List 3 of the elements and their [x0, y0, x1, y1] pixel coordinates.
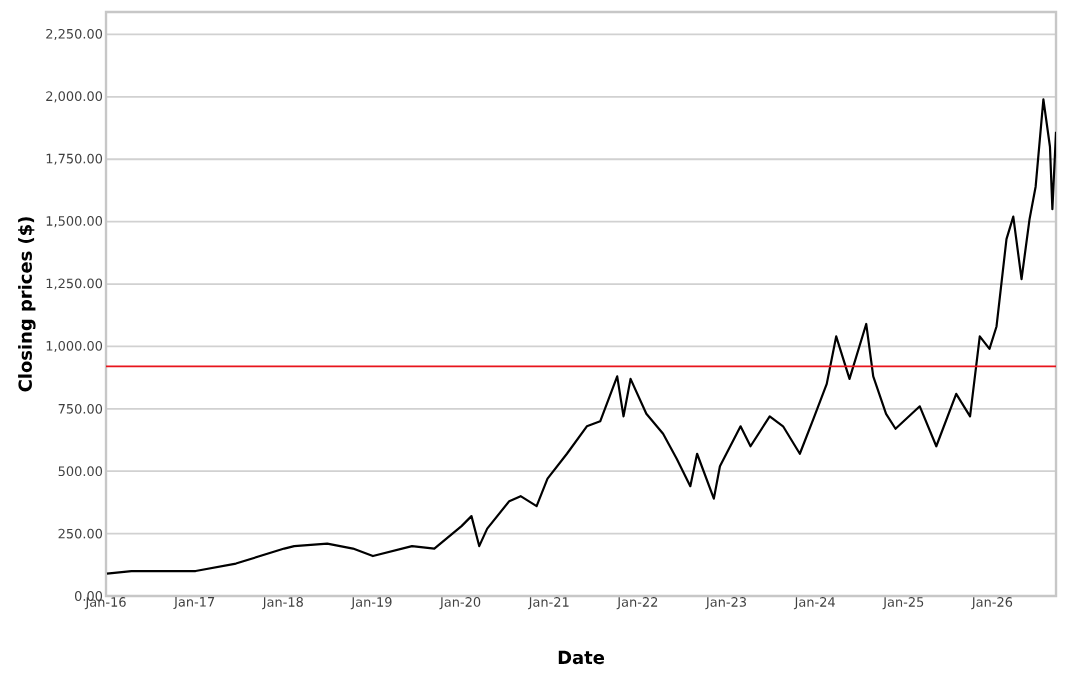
- line-series: [106, 98, 1057, 575]
- x-axis-title: Date: [558, 650, 605, 665]
- y-axis-title: Closing prices ($): [18, 217, 36, 392]
